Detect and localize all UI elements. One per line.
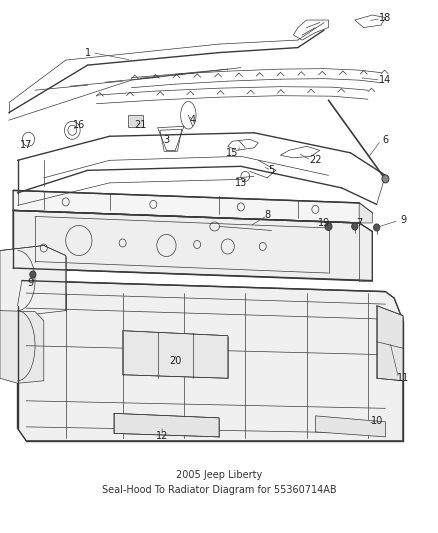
Text: 22: 22 — [309, 155, 321, 165]
Text: 5: 5 — [268, 165, 275, 175]
Text: 9: 9 — [28, 278, 34, 288]
Text: 4: 4 — [190, 115, 196, 125]
Polygon shape — [315, 416, 385, 437]
Text: 2005 Jeep Liberty: 2005 Jeep Liberty — [176, 470, 262, 480]
FancyBboxPatch shape — [128, 115, 143, 127]
Text: 15: 15 — [226, 148, 238, 158]
Circle shape — [382, 175, 389, 183]
Text: 12: 12 — [156, 431, 168, 441]
Text: Seal-Hood To Radiator Diagram for 55360714AB: Seal-Hood To Radiator Diagram for 553607… — [102, 485, 336, 495]
Text: 18: 18 — [379, 13, 392, 22]
Text: 11: 11 — [397, 373, 409, 383]
Text: 1: 1 — [85, 47, 91, 58]
Text: 13: 13 — [235, 178, 247, 188]
Circle shape — [325, 222, 332, 230]
Text: 7: 7 — [356, 218, 362, 228]
Text: 17: 17 — [20, 140, 32, 150]
Text: 21: 21 — [134, 120, 146, 130]
Text: 19: 19 — [318, 218, 330, 228]
Text: 10: 10 — [371, 416, 383, 426]
Circle shape — [30, 271, 36, 278]
Polygon shape — [0, 246, 66, 316]
Polygon shape — [13, 211, 372, 280]
Polygon shape — [13, 190, 372, 223]
Text: 14: 14 — [379, 75, 392, 85]
Polygon shape — [123, 330, 228, 378]
Text: 9: 9 — [400, 215, 406, 225]
Polygon shape — [359, 203, 372, 223]
Text: 6: 6 — [382, 135, 389, 146]
Circle shape — [374, 224, 380, 231]
Polygon shape — [18, 280, 403, 441]
Polygon shape — [114, 414, 219, 437]
Text: 20: 20 — [169, 356, 181, 366]
Polygon shape — [377, 305, 403, 381]
Text: 8: 8 — [264, 211, 270, 221]
Text: 3: 3 — [163, 135, 170, 146]
Text: 16: 16 — [73, 120, 85, 130]
Polygon shape — [0, 311, 44, 383]
Circle shape — [352, 223, 358, 230]
